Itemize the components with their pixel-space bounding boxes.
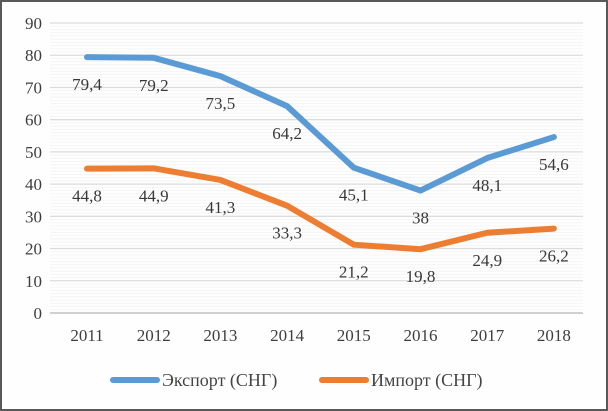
data-label: 79,4 bbox=[72, 75, 102, 94]
y-tick-label: 10 bbox=[25, 272, 42, 291]
x-tick-label: 2016 bbox=[404, 326, 438, 345]
x-tick-label: 2017 bbox=[470, 326, 505, 345]
data-label: 41,3 bbox=[206, 198, 236, 217]
data-label: 64,2 bbox=[272, 124, 302, 143]
y-tick-label: 70 bbox=[25, 78, 42, 97]
y-tick-label: 30 bbox=[25, 207, 42, 226]
x-tick-label: 2011 bbox=[70, 326, 103, 345]
legend-label-import: Импорт (СНГ) bbox=[371, 370, 483, 391]
data-label: 19,8 bbox=[406, 267, 436, 286]
x-tick-label: 2015 bbox=[337, 326, 371, 345]
y-tick-label: 60 bbox=[25, 111, 42, 130]
series-line-import bbox=[84, 165, 557, 253]
data-label: 44,8 bbox=[72, 187, 102, 206]
data-label: 48,1 bbox=[472, 176, 502, 195]
y-tick-label: 0 bbox=[34, 304, 43, 323]
y-tick-label: 90 bbox=[25, 14, 42, 33]
data-label: 73,5 bbox=[206, 94, 236, 113]
legend-label-export: Экспорт (СНГ) bbox=[162, 370, 277, 391]
y-tick-label: 20 bbox=[25, 240, 42, 259]
y-tick-label: 50 bbox=[25, 143, 42, 162]
y-tick-label: 80 bbox=[25, 46, 42, 65]
data-label: 21,2 bbox=[339, 263, 369, 282]
x-axis-tick-labels: 2011 2012 2013 2014 2015 2016 2017 2018 bbox=[70, 326, 571, 345]
x-tick-label: 2013 bbox=[203, 326, 237, 345]
data-label: 38 bbox=[412, 209, 429, 228]
gridlines-major bbox=[50, 22, 583, 314]
data-label: 33,3 bbox=[272, 224, 302, 243]
y-axis-tick-labels: 0 10 20 30 40 50 60 70 80 90 bbox=[25, 14, 42, 323]
series-lines bbox=[84, 54, 557, 253]
x-tick-label: 2018 bbox=[537, 326, 571, 345]
x-tick-label: 2012 bbox=[137, 326, 171, 345]
data-labels: 79,4 79,2 73,5 64,2 45,1 38 48,1 54,6 44,8 44,9 41… bbox=[72, 75, 569, 286]
y-tick-label: 40 bbox=[25, 175, 42, 194]
data-label: 45,1 bbox=[339, 186, 369, 205]
x-tick-label: 2014 bbox=[270, 326, 305, 345]
series-line-export bbox=[84, 54, 557, 194]
legend: Экспорт (СНГ) Импорт (СНГ) bbox=[110, 370, 483, 391]
data-label: 44,9 bbox=[139, 186, 169, 205]
data-label: 24,9 bbox=[472, 251, 502, 270]
data-label: 54,6 bbox=[539, 155, 569, 174]
data-label: 79,2 bbox=[139, 76, 169, 95]
data-label: 26,2 bbox=[539, 247, 569, 266]
